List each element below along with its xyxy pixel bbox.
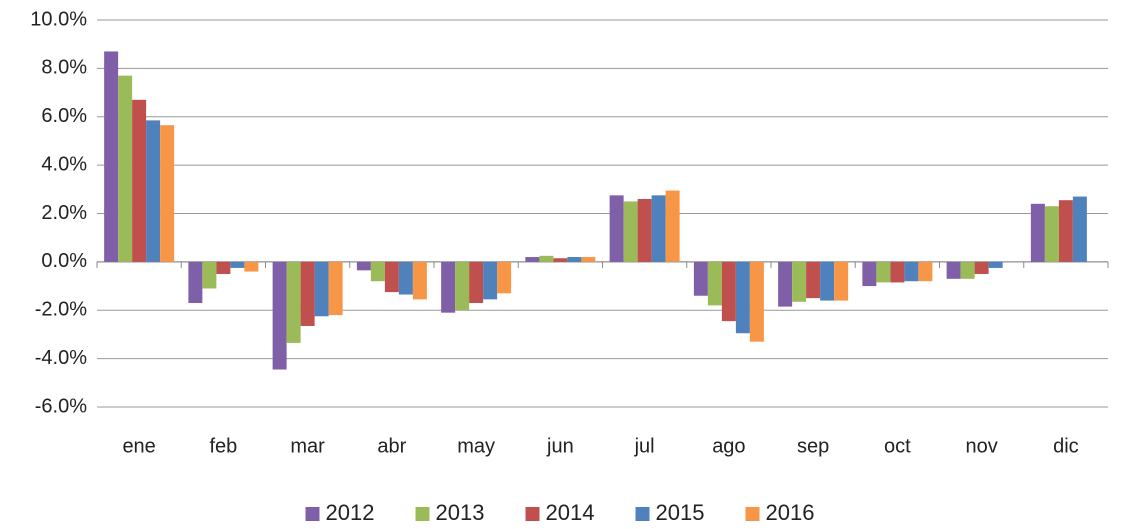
- bar: [539, 255, 554, 262]
- bar: [553, 258, 568, 262]
- bar: [651, 195, 666, 262]
- bar: [188, 261, 203, 303]
- bar: [1072, 196, 1087, 262]
- legend-swatch: [525, 507, 540, 521]
- bar: [1044, 206, 1059, 262]
- bar: [483, 261, 498, 300]
- bar: [230, 261, 245, 268]
- legend-label: 2016: [766, 500, 815, 525]
- y-tick-label: -4.0%: [35, 347, 87, 369]
- bar: [637, 198, 652, 262]
- bar: [356, 261, 371, 271]
- bar: [792, 261, 807, 302]
- y-tick-label: 6.0%: [41, 105, 87, 127]
- bar: [314, 261, 329, 317]
- legend-swatch: [305, 507, 320, 521]
- bar: [778, 261, 793, 307]
- bar: [693, 261, 708, 296]
- bar: [623, 201, 638, 262]
- legend-label: 2012: [326, 500, 375, 525]
- bar: [412, 261, 427, 300]
- x-tick-label: dic: [1053, 435, 1079, 457]
- x-tick-label: may: [457, 435, 495, 457]
- bar: [370, 261, 385, 282]
- bar: [665, 190, 680, 262]
- y-tick-label: 10.0%: [30, 8, 87, 30]
- bar: [328, 261, 343, 316]
- bar: [216, 261, 231, 274]
- bar: [244, 261, 259, 272]
- bar: [735, 261, 750, 334]
- bar: [918, 261, 933, 282]
- bar: [721, 261, 736, 322]
- bar: [946, 261, 961, 279]
- bar: [398, 261, 413, 295]
- x-tick-label: ene: [122, 435, 155, 457]
- x-tick-label: mar: [290, 435, 325, 457]
- bar: [146, 120, 161, 262]
- y-tick-label: -6.0%: [35, 395, 87, 417]
- x-tick-label: jul: [634, 435, 655, 457]
- legend-swatch: [415, 507, 430, 521]
- x-tick-label: ago: [712, 435, 745, 457]
- x-tick-label: jun: [546, 435, 574, 457]
- bar: [469, 261, 484, 303]
- bar: [749, 261, 764, 342]
- bar: [1030, 203, 1045, 262]
- x-tick-label: oct: [884, 435, 911, 457]
- x-tick-label: feb: [209, 435, 237, 457]
- y-tick-label: 4.0%: [41, 153, 87, 175]
- legend-label: 2013: [436, 500, 485, 525]
- bar: [820, 261, 835, 301]
- bar: [525, 257, 540, 262]
- bar: [567, 257, 582, 262]
- x-tick-label: nov: [966, 435, 998, 457]
- bar: [384, 261, 399, 293]
- bar: [806, 261, 821, 299]
- bar: [441, 261, 456, 313]
- bar: [286, 261, 301, 343]
- bar: [974, 261, 989, 274]
- x-tick-label: sep: [797, 435, 829, 457]
- bar: [581, 257, 596, 262]
- bar: [904, 261, 919, 282]
- legend-swatch: [745, 507, 760, 521]
- y-tick-label: -2.0%: [35, 299, 87, 321]
- legend-label: 2014: [546, 500, 595, 525]
- bar: [890, 261, 905, 283]
- bar: [1058, 200, 1073, 262]
- bar: [300, 261, 315, 326]
- bar: [497, 261, 512, 294]
- y-tick-label: 2.0%: [41, 202, 87, 224]
- y-tick-label: 8.0%: [41, 57, 87, 79]
- x-tick-label: abr: [377, 435, 406, 457]
- bar: [104, 51, 119, 262]
- bar: [862, 261, 877, 287]
- bar: [455, 261, 470, 311]
- bar: [160, 125, 175, 262]
- legend-label: 2015: [656, 500, 705, 525]
- bar: [609, 195, 624, 262]
- bar: [118, 75, 133, 262]
- bar: [272, 261, 287, 370]
- bar: [202, 261, 217, 289]
- bar: [834, 261, 849, 301]
- y-tick-label: 0.0%: [41, 250, 87, 272]
- bar: [132, 99, 147, 262]
- bar: [876, 261, 891, 283]
- bar: [707, 261, 722, 306]
- bar: [960, 261, 975, 279]
- legend-swatch: [635, 507, 650, 521]
- bar: [988, 261, 1003, 268]
